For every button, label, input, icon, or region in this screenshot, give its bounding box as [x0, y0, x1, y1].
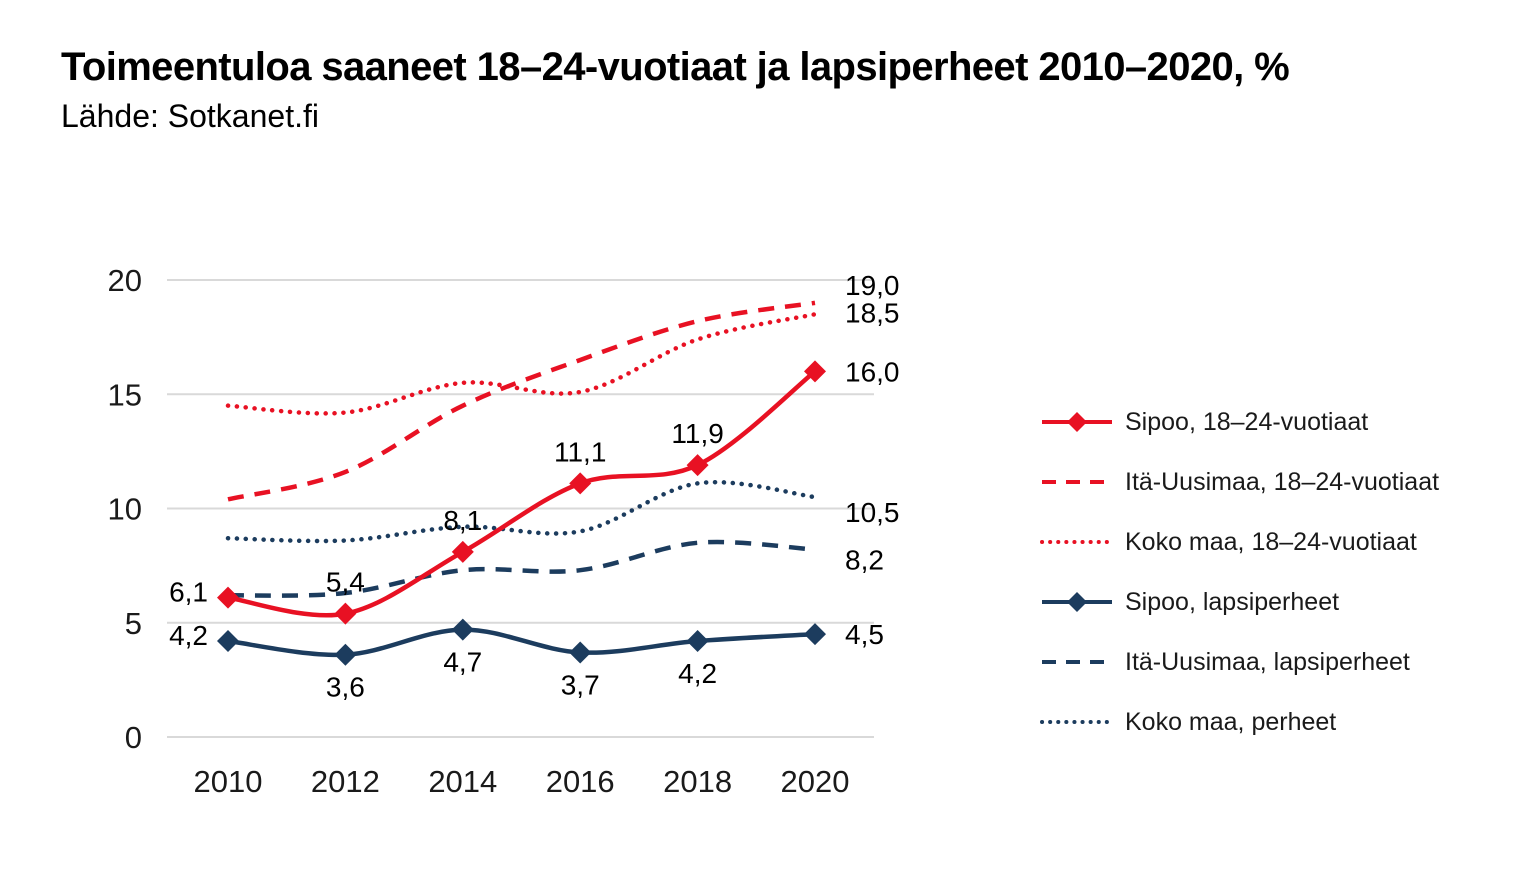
- svg-text:8,2: 8,2: [845, 545, 884, 576]
- svg-text:0: 0: [125, 720, 142, 755]
- legend-item-kokomaa-perheet: Koko maa, perheet: [1040, 692, 1439, 752]
- svg-text:8,1: 8,1: [443, 505, 482, 536]
- svg-text:4,2: 4,2: [169, 620, 208, 651]
- svg-text:10: 10: [108, 492, 142, 527]
- svg-text:10,5: 10,5: [845, 497, 900, 528]
- svg-text:4,7: 4,7: [443, 647, 482, 678]
- svg-text:2016: 2016: [546, 764, 615, 799]
- svg-text:20: 20: [108, 263, 142, 298]
- legend-swatch-line-icon: [1042, 412, 1112, 432]
- legend-swatch-line-icon: [1042, 660, 1112, 664]
- svg-text:2012: 2012: [311, 764, 380, 799]
- svg-text:11,9: 11,9: [671, 418, 723, 449]
- legend-item-label: Sipoo, 18–24-vuotiaat: [1125, 407, 1369, 436]
- svg-text:11,1: 11,1: [554, 436, 606, 467]
- svg-text:6,1: 6,1: [169, 577, 208, 608]
- legend-swatch-line-icon: [1042, 480, 1112, 484]
- svg-text:2014: 2014: [428, 764, 497, 799]
- legend-swatch-line-icon: [1040, 540, 1114, 544]
- svg-text:4,5: 4,5: [845, 619, 884, 650]
- svg-text:2018: 2018: [663, 764, 732, 799]
- svg-text:5,4: 5,4: [326, 567, 365, 598]
- svg-text:3,7: 3,7: [561, 669, 600, 700]
- legend-item-itauusimaa-lapsiperheet: Itä-Uusimaa, lapsiperheet: [1040, 632, 1439, 692]
- svg-text:16,0: 16,0: [845, 356, 900, 387]
- legend-item-label: Itä-Uusimaa, 18–24-vuotiaat: [1125, 467, 1440, 496]
- svg-text:2010: 2010: [194, 764, 263, 799]
- legend-item-label: Itä-Uusimaa, lapsiperheet: [1125, 647, 1410, 676]
- legend-item-itauusimaa-18-24: Itä-Uusimaa, 18–24-vuotiaat: [1040, 452, 1439, 512]
- svg-text:19,0: 19,0: [845, 270, 900, 301]
- legend-swatch-line-icon: [1040, 720, 1114, 724]
- chart-header: Toimeentuloa saaneet 18–24-vuotiaat ja l…: [61, 44, 1511, 135]
- legend-item-sipoo-18-24: Sipoo, 18–24-vuotiaat: [1040, 392, 1439, 452]
- svg-text:2020: 2020: [781, 764, 850, 799]
- svg-text:15: 15: [108, 377, 142, 412]
- svg-text:18,5: 18,5: [845, 297, 900, 328]
- legend-item-label: Koko maa, perheet: [1125, 707, 1337, 736]
- svg-text:5: 5: [125, 606, 142, 641]
- legend-item-kokomaa-18-24: Koko maa, 18–24-vuotiaat: [1040, 512, 1439, 572]
- legend-item-sipoo-lapsiperheet: Sipoo, lapsiperheet: [1040, 572, 1439, 632]
- svg-text:3,6: 3,6: [326, 672, 365, 703]
- legend-swatch-line-icon: [1042, 592, 1112, 612]
- svg-text:4,2: 4,2: [678, 658, 717, 689]
- legend-item-label: Sipoo, lapsiperheet: [1125, 587, 1340, 616]
- chart-source: Lähde: Sotkanet.fi: [61, 98, 319, 134]
- legend-item-label: Koko maa, 18–24-vuotiaat: [1125, 527, 1417, 556]
- chart-title: Toimeentuloa saaneet 18–24-vuotiaat ja l…: [61, 45, 1290, 89]
- legend: Sipoo, 18–24-vuotiaat Itä-Uusimaa, 18–24…: [1040, 392, 1439, 752]
